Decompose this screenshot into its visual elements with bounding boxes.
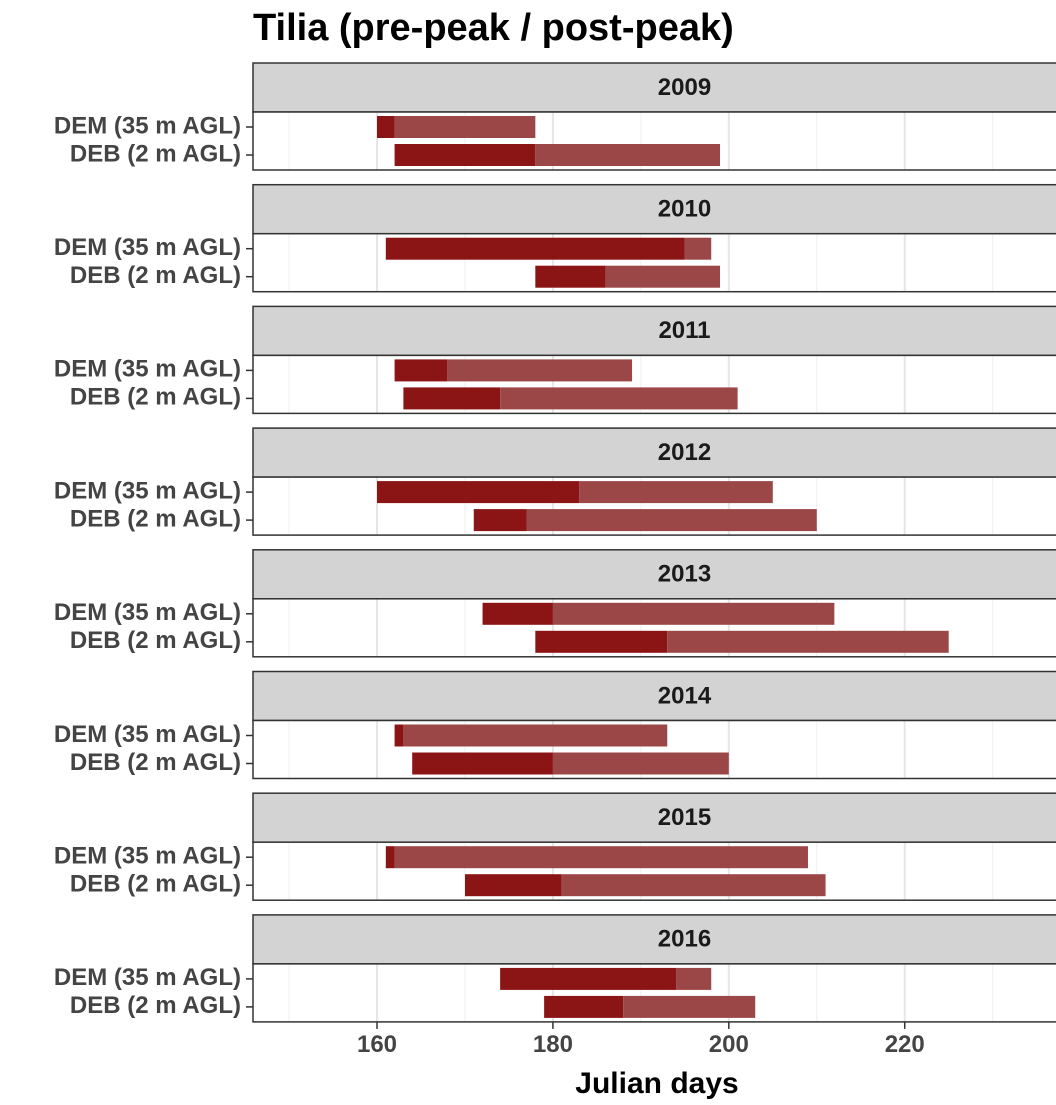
pre-peak-bar: [535, 265, 606, 288]
post-peak-bar: [561, 874, 826, 897]
pre-peak-bar: [535, 630, 668, 653]
strip-label: 2015: [658, 804, 711, 831]
pre-peak-bar: [482, 602, 553, 625]
post-peak-bar: [552, 602, 835, 625]
y-tick-label: DEB (2 m AGL): [70, 505, 241, 532]
pre-peak-bar: [544, 995, 624, 1018]
strip-label: 2010: [658, 196, 711, 223]
pre-peak-bar: [385, 846, 395, 869]
pre-peak-bar: [394, 359, 448, 382]
pre-peak-bar: [377, 481, 580, 504]
chart-title: Tilia (pre-peak / post-peak): [253, 7, 734, 49]
y-tick-label: DEB (2 m AGL): [70, 262, 241, 289]
post-peak-bar: [447, 359, 633, 382]
y-tick-label: DEB (2 m AGL): [70, 749, 241, 776]
y-tick-label: DEB (2 m AGL): [70, 871, 241, 898]
pre-peak-bar: [385, 237, 685, 260]
panel-border: [252, 719, 1056, 780]
pre-peak-bar: [464, 874, 562, 897]
y-tick-label: DEB (2 m AGL): [70, 384, 241, 411]
post-peak-bar: [403, 724, 668, 747]
strip: [252, 427, 1056, 478]
pre-peak-bar: [500, 967, 677, 990]
y-tick-label: DEM (35 m AGL): [54, 721, 241, 748]
panel-border: [252, 476, 1056, 536]
strip-label: 2013: [658, 561, 711, 588]
strip: [252, 62, 1056, 113]
strip-label: 2009: [658, 74, 711, 101]
y-tick-label: DEM (35 m AGL): [54, 356, 241, 383]
strip-label: 2012: [658, 439, 711, 466]
post-peak-bar: [579, 481, 773, 504]
post-peak-bar: [500, 387, 738, 410]
y-tick-label: DEB (2 m AGL): [70, 992, 241, 1019]
x-axis-label: Julian days: [575, 1067, 738, 1100]
post-peak-bar: [526, 509, 817, 532]
post-peak-bar: [394, 846, 808, 869]
post-peak-bar: [394, 116, 536, 138]
y-tick-label: DEM (35 m AGL): [54, 112, 241, 139]
y-tick-label: DEM (35 m AGL): [54, 477, 241, 504]
pre-peak-bar: [377, 116, 395, 138]
strip: [252, 914, 1056, 965]
strip: [252, 670, 1056, 722]
post-peak-bar: [676, 967, 712, 990]
pre-peak-bar: [412, 752, 553, 775]
strip-label: 2016: [658, 926, 711, 953]
post-peak-bar: [552, 752, 729, 775]
x-tick-label: 180: [533, 1031, 573, 1058]
strip-label: 2014: [658, 682, 712, 709]
pre-peak-bar: [394, 144, 536, 166]
pre-peak-bar: [403, 387, 501, 410]
post-peak-bar: [623, 995, 756, 1018]
panel-border: [252, 841, 1056, 901]
pre-peak-bar: [394, 724, 404, 747]
post-peak-bar: [667, 630, 949, 653]
y-tick-label: DEB (2 m AGL): [70, 140, 241, 167]
y-tick-label: DEM (35 m AGL): [54, 843, 241, 870]
post-peak-bar: [535, 144, 721, 166]
y-tick-label: DEM (35 m AGL): [54, 234, 241, 261]
y-tick-label: DEM (35 m AGL): [54, 964, 241, 991]
strip: [252, 549, 1056, 600]
x-tick-label: 200: [709, 1031, 749, 1058]
strip-label: 2011: [658, 317, 710, 344]
panel-border: [252, 963, 1056, 1023]
post-peak-bar: [605, 265, 721, 288]
pre-peak-bar: [473, 509, 527, 532]
y-tick-label: DEB (2 m AGL): [70, 627, 241, 654]
panel-border: [252, 232, 1056, 293]
x-tick-label: 160: [357, 1031, 397, 1058]
strip: [252, 183, 1056, 235]
panel-border: [252, 598, 1056, 658]
strip: [252, 305, 1056, 357]
y-tick-label: DEM (35 m AGL): [54, 599, 241, 626]
post-peak-bar: [684, 237, 712, 260]
panel-border: [252, 111, 1056, 171]
x-tick-label: 220: [885, 1031, 925, 1058]
panel-border: [252, 354, 1056, 415]
strip: [252, 792, 1056, 843]
